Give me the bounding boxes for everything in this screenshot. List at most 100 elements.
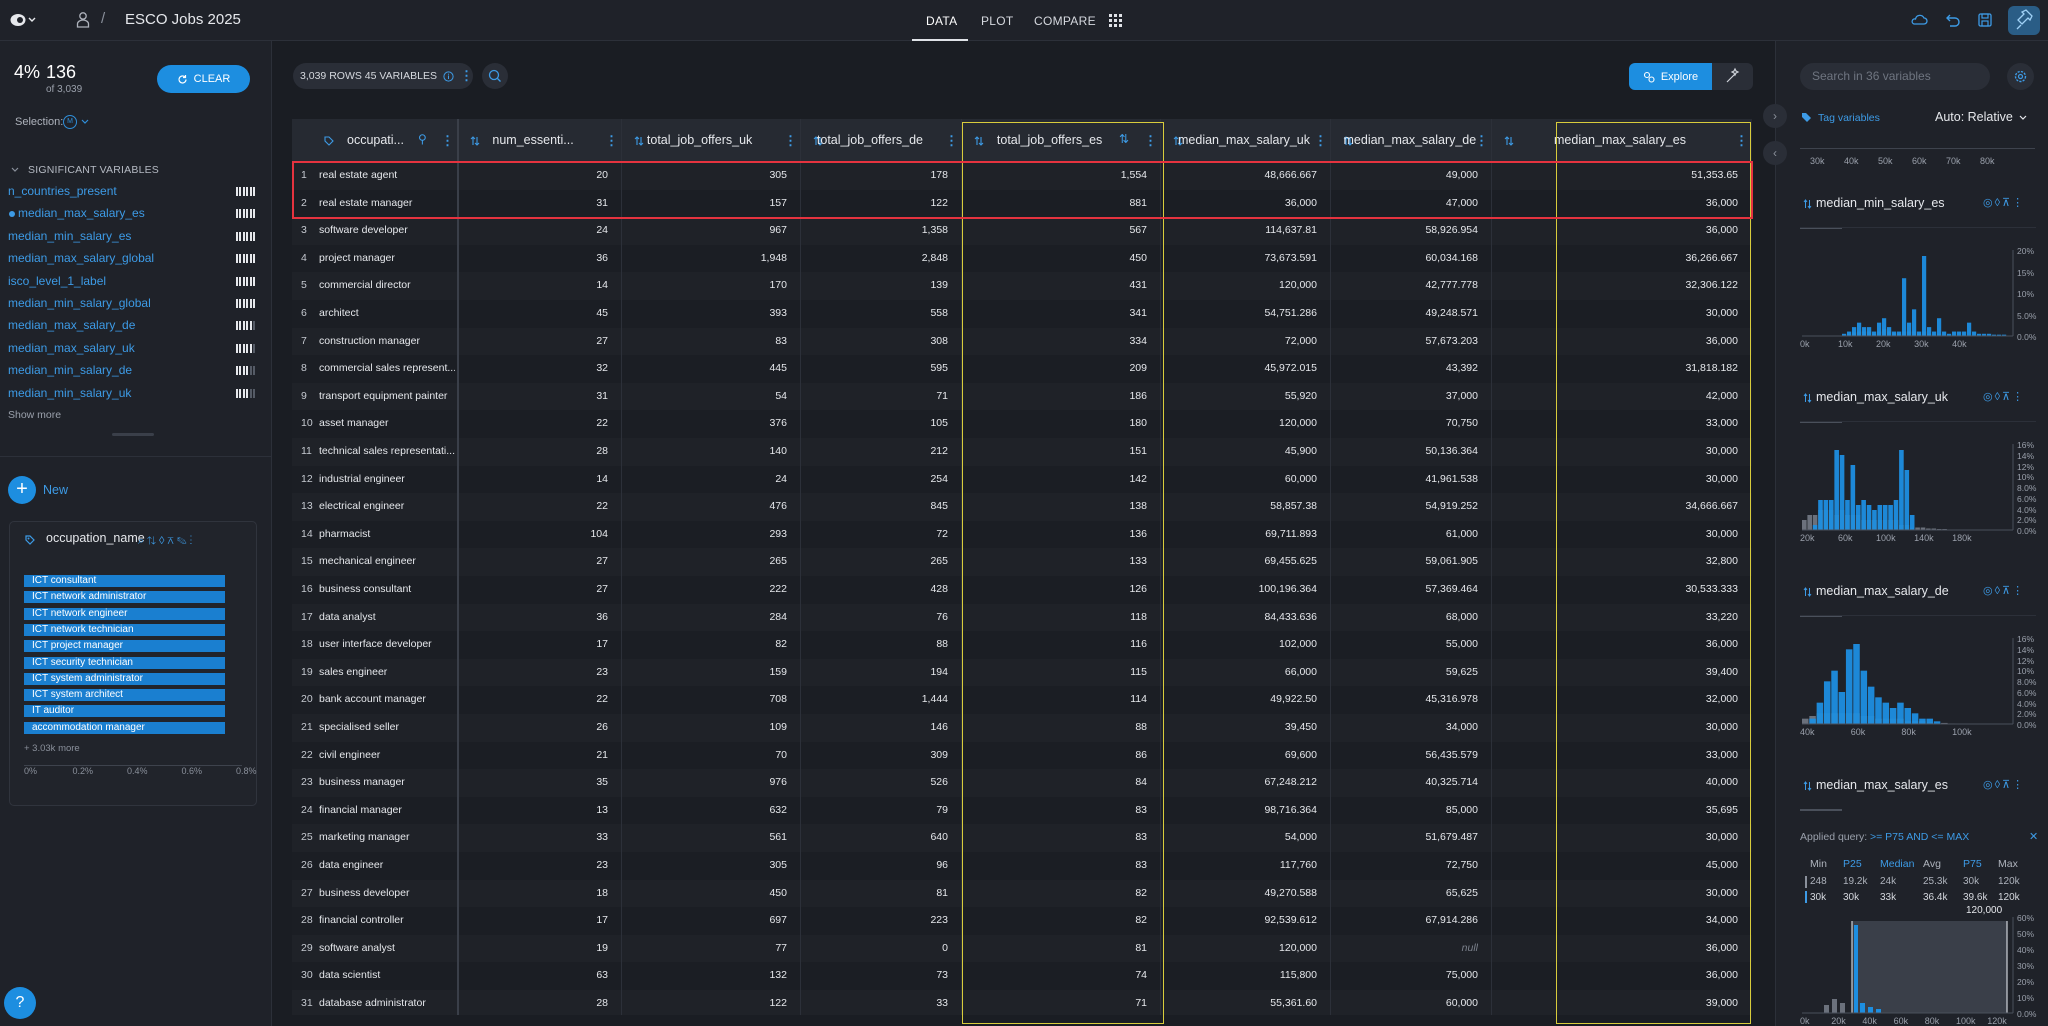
category-bar[interactable]: accommodation manager	[24, 721, 225, 734]
histogram-bar[interactable]	[1867, 327, 1872, 336]
scale-mode-select[interactable]: Auto: Relative	[1935, 110, 2013, 124]
histogram-bar[interactable]	[1862, 327, 1867, 336]
histogram-bar[interactable]	[1909, 515, 1915, 530]
histogram-bar[interactable]	[1893, 500, 1899, 530]
significant-variable[interactable]: median_max_salary_global	[8, 251, 155, 266]
chevron-down-icon[interactable]	[2019, 115, 2027, 121]
more-options-icon[interactable]: ⋮	[459, 68, 473, 83]
histogram-bar[interactable]	[1992, 334, 1997, 336]
expand-right-button[interactable]: ›	[1763, 104, 1787, 128]
new-label[interactable]: New	[43, 483, 69, 497]
table-search-button[interactable]	[482, 63, 508, 89]
apps-grid-icon[interactable]	[1109, 14, 1122, 27]
help-button[interactable]: ?	[4, 987, 36, 1019]
significant-variable[interactable]: median_max_salary_de	[8, 318, 136, 333]
undo-icon[interactable]	[1943, 11, 1961, 29]
histogram-bar[interactable]	[1812, 525, 1818, 530]
column-menu-icon[interactable]: ⋮	[1475, 133, 1488, 148]
histogram-bar[interactable]	[1876, 1009, 1881, 1013]
histogram-bar[interactable]	[1845, 649, 1853, 724]
histogram-bar[interactable]	[1828, 500, 1834, 530]
histogram-bar[interactable]	[1882, 702, 1890, 724]
histogram-bar[interactable]	[1831, 670, 1838, 724]
histogram-bar[interactable]	[1889, 708, 1897, 724]
histogram-title[interactable]: median_max_salary_uk	[1816, 390, 1949, 404]
table-row[interactable]: 30 data scientist 63 132 73 74 115,800 75,000 36…	[292, 962, 1752, 990]
column-menu-icon[interactable]: ⋮	[441, 133, 454, 148]
save-icon[interactable]	[1976, 11, 1994, 29]
column-header[interactable]: total_job_offers_uk ⋮	[622, 119, 801, 162]
table-row[interactable]: 23 business manager 35 976 526 84 67,248.212 40…	[292, 769, 1752, 797]
histogram-bar[interactable]	[2002, 334, 2007, 336]
settings-button[interactable]	[2007, 63, 2034, 90]
column-header[interactable]: total_job_offers_de ⋮	[801, 119, 962, 162]
histogram-toolbar-icons[interactable]: ◎◊⊼⋮	[1983, 197, 2026, 209]
table-row[interactable]: 2 real estate manager 31 157 122 881 36,000 47,…	[292, 189, 1752, 218]
histogram-chart[interactable]	[1802, 917, 2014, 1014]
histogram-bar[interactable]	[1987, 333, 1992, 336]
dataset-summary-badge[interactable]: 3,039 ROWS 45 VARIABLES ⋮	[293, 63, 473, 89]
column-menu-icon[interactable]: ⋮	[1314, 133, 1327, 148]
column-menu-icon[interactable]: ⋮	[1144, 133, 1157, 148]
histogram-bar[interactable]	[1997, 334, 2002, 336]
histogram-bar[interactable]	[1957, 331, 1962, 336]
table-row[interactable]: 29 software analyst 19 77 0 81 120,000 null 36,0…	[292, 934, 1752, 963]
significant-variable[interactable]: n_countries_present	[8, 184, 117, 198]
app-logo-icon[interactable]	[10, 12, 38, 28]
histogram-bar[interactable]	[1823, 681, 1831, 724]
table-row[interactable]: 12 industrial engineer 14 24 254 142 60,000 41,…	[292, 465, 1752, 494]
significant-variable[interactable]: median_max_salary_es	[18, 206, 145, 221]
table-row[interactable]: 11 technical sales representati... 28 140 21…	[292, 438, 1752, 466]
table-row[interactable]: 22 civil engineer 21 70 309 86 69,600 56,435.57…	[292, 741, 1752, 770]
histogram-bar[interactable]	[1853, 644, 1860, 724]
histogram-bar[interactable]	[1932, 331, 1937, 336]
column-divider[interactable]	[1491, 119, 1492, 1015]
project-title[interactable]: ESCO Jobs 2025	[125, 11, 241, 28]
column-divider[interactable]	[621, 119, 622, 1015]
histogram-bar[interactable]	[1882, 505, 1888, 530]
histogram-bar[interactable]	[1861, 500, 1866, 530]
histogram-bar[interactable]	[1967, 322, 1972, 336]
histogram-bar[interactable]	[1897, 331, 1902, 336]
category-bar[interactable]: ICT network administrator	[24, 591, 225, 604]
histogram-bar[interactable]	[1917, 331, 1922, 336]
collapse-right-button[interactable]: ‹	[1763, 141, 1787, 165]
table-row[interactable]: 14 pharmacist 104 293 72 136 69,711.893 61,000 3…	[292, 520, 1752, 549]
column-header[interactable]: total_job_offers_es ⇅ ⋮	[962, 119, 1161, 162]
show-more-link[interactable]: Show more	[8, 409, 62, 421]
collapse-chevron-icon[interactable]	[11, 167, 19, 173]
tab-plot[interactable]: PLOT	[981, 14, 1014, 28]
histogram-bar[interactable]	[1937, 318, 1942, 336]
tab-compare[interactable]: COMPARE	[1034, 14, 1096, 28]
table-row[interactable]: 24 financial manager 13 632 79 83 98,716.364 85…	[292, 796, 1752, 825]
histogram-bar[interactable]	[1877, 322, 1882, 336]
magic-wand-button[interactable]	[1712, 63, 1753, 90]
table-row[interactable]: 19 sales engineer 23 159 194 115 66,000 59,625 3…	[292, 658, 1752, 687]
histogram-bar[interactable]	[1860, 670, 1868, 724]
histogram-bar[interactable]	[1845, 500, 1850, 530]
histogram-chart[interactable]	[1802, 250, 2014, 337]
tag-variables-link[interactable]: Tag variables	[1818, 112, 1880, 124]
table-row[interactable]: 20 bank account manager 22 708 1,444 114 49,92…	[292, 686, 1752, 714]
chevron-down-icon[interactable]	[81, 119, 89, 125]
histogram-bar[interactable]	[1877, 505, 1883, 530]
table-row[interactable]: 18 user interface developer 17 82 88 116 102,0…	[292, 631, 1752, 659]
histogram-bar[interactable]	[1882, 318, 1887, 336]
histogram-toolbar-icons[interactable]: ◎◊⊼⋮	[1983, 585, 2026, 597]
significant-variable[interactable]: median_max_salary_uk	[8, 340, 135, 355]
table-row[interactable]: 28 financial controller 17 697 223 82 92,539.6…	[292, 907, 1752, 935]
table-row[interactable]: 15 mechanical engineer 27 265 265 133 69,455.6…	[292, 548, 1752, 576]
histogram-bar[interactable]	[1933, 721, 1941, 724]
histogram-bar[interactable]	[1927, 327, 1932, 336]
table-row[interactable]: 3 software developer 24 967 1,358 567 114,637.…	[292, 217, 1752, 245]
column-menu-icon[interactable]: ⋮	[945, 133, 958, 148]
explore-button[interactable]: Explore	[1629, 63, 1712, 90]
category-bar[interactable]: ICT system architect	[24, 689, 225, 702]
column-divider[interactable]	[1330, 119, 1331, 1015]
new-button[interactable]: +	[8, 476, 36, 504]
table-row[interactable]: 13 electrical engineer 22 476 845 138 58,857.3…	[292, 493, 1752, 521]
histogram-bar[interactable]	[1860, 1003, 1865, 1013]
histogram-bar[interactable]	[1962, 331, 1967, 336]
table-row[interactable]: 6 architect 45 393 558 341 54,751.286 49,248.57…	[292, 300, 1752, 328]
resize-handle[interactable]	[112, 433, 154, 436]
